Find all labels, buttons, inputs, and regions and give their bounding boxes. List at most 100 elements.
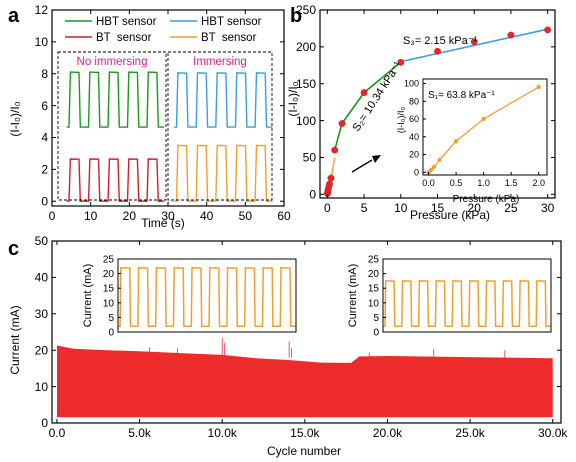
x-tick-label: 0 bbox=[324, 201, 331, 215]
x-tick-label: 25.0k bbox=[455, 426, 485, 440]
x-tick-label: 10 bbox=[394, 201, 408, 215]
y-tick-label: 25 bbox=[103, 255, 115, 266]
current-area bbox=[57, 345, 553, 418]
y-tick-label: 12 bbox=[35, 3, 49, 17]
panel-b-point bbox=[470, 38, 478, 46]
y-tick-label: 0 bbox=[373, 328, 379, 339]
panel-a-y-axis-label: (I-I₀)/I₀ bbox=[8, 101, 22, 136]
x-tick-label: 5 bbox=[361, 201, 368, 215]
current-spikes bbox=[149, 333, 506, 358]
y-tick-label: 4 bbox=[41, 131, 48, 145]
y-tick-label: 10 bbox=[35, 35, 49, 49]
inset-b-y-axis-label: (I-I₀)/I₀ bbox=[396, 107, 406, 134]
x-tick-label: 5.0k bbox=[128, 426, 152, 440]
x-tick-label: 0.0 bbox=[49, 426, 66, 440]
panel-c-y-axis-label: Current (mA) bbox=[8, 305, 22, 374]
x-tick-label: 20 bbox=[468, 201, 482, 215]
panel-b-point bbox=[360, 89, 368, 96]
panel-b-points bbox=[324, 26, 552, 197]
panel-a-series bbox=[66, 71, 273, 202]
y-tick-label: 40 bbox=[35, 271, 49, 285]
inset-b-point bbox=[429, 167, 434, 172]
inset-b-x-axis-label: Pressure (kPa) bbox=[453, 194, 520, 205]
annotation-s3: S₃= 2.15 kPa⁻¹ bbox=[403, 35, 478, 47]
y-tick-label: 6 bbox=[41, 99, 48, 113]
y-tick-label: 200 bbox=[296, 40, 316, 54]
y-tick-label: 60 bbox=[409, 114, 419, 124]
inset-b-point bbox=[453, 139, 459, 144]
y-tick-label: 0 bbox=[414, 167, 419, 177]
y-tick-label: 100 bbox=[296, 114, 316, 128]
panel-b-point bbox=[434, 47, 441, 55]
panel-b-point bbox=[507, 31, 515, 39]
inset-b-frame bbox=[422, 78, 548, 176]
inset-b-point bbox=[437, 157, 442, 162]
inset-c-y-axis-label: Current (mA) bbox=[347, 264, 359, 328]
legend-label-bt-red: BT sensor bbox=[96, 32, 152, 44]
x-tick-label: 15.0k bbox=[290, 426, 320, 440]
inset-c-line bbox=[118, 267, 296, 327]
panel-b-point bbox=[397, 58, 405, 66]
panel-b-fit-line bbox=[333, 61, 402, 151]
legend-label-bt-orange: BT sensor bbox=[201, 32, 257, 44]
x-tick-label: 25 bbox=[504, 201, 518, 215]
x-tick-label: 40 bbox=[200, 209, 214, 223]
panel-b-x-axis-label: Pressure (kPa) bbox=[410, 208, 490, 222]
x-tick-label: 1.5 bbox=[505, 178, 518, 188]
y-tick-label: 80 bbox=[409, 96, 419, 106]
panel-b-point bbox=[331, 146, 339, 154]
inset-b: 0.0 0.5 1.0 1.5 2.0 0 20 40 60 80 100 bbox=[404, 78, 548, 188]
y-tick-label: 0 bbox=[41, 416, 48, 430]
inset-b-point bbox=[431, 164, 437, 170]
arrow-line bbox=[351, 159, 373, 173]
y-tick-label: 15 bbox=[368, 284, 380, 295]
y-tick-label: 2 bbox=[41, 163, 48, 177]
annotation-s1: S₁= 63.8 kPa⁻¹ bbox=[428, 90, 495, 101]
panel-b-fit-line bbox=[400, 28, 548, 63]
inset-c-frame bbox=[117, 258, 297, 333]
y-tick-label: 10 bbox=[368, 298, 380, 309]
panel-b-point bbox=[338, 120, 346, 127]
panel-b-point bbox=[327, 174, 335, 182]
panel-c: 0.0 5.0k 10.0k 15.0k 20.0k 25.0k 30.0k 0 10 20 30 4… bbox=[8, 234, 568, 458]
panel-a-series-line bbox=[174, 144, 273, 202]
y-tick-label: 40 bbox=[409, 132, 419, 142]
box-no-immersing bbox=[57, 51, 167, 201]
y-tick-label: 100 bbox=[404, 79, 419, 89]
x-tick-label: 30 bbox=[541, 201, 555, 215]
y-tick-label: 250 bbox=[296, 3, 316, 17]
panel-b-point bbox=[326, 180, 333, 188]
panel-label-b: b bbox=[290, 5, 302, 27]
inset-c-frame bbox=[382, 258, 552, 333]
panel-b-point bbox=[544, 26, 552, 34]
inset-c-line bbox=[383, 280, 551, 327]
x-tick-label: 15 bbox=[431, 201, 445, 215]
legend-label-hbt-green: HBT sensor bbox=[96, 16, 157, 28]
y-tick-label: 10 bbox=[103, 298, 115, 309]
y-tick-label: 15 bbox=[103, 284, 115, 295]
y-tick-label: 20 bbox=[368, 269, 380, 280]
x-tick-label: 20.0k bbox=[373, 426, 403, 440]
x-tick-label: 60 bbox=[277, 209, 291, 223]
x-tick-label: 30.0k bbox=[538, 426, 568, 440]
x-tick-label: 10.0k bbox=[208, 426, 238, 440]
x-tick-label: 0 bbox=[49, 209, 56, 223]
inset-b-point bbox=[481, 116, 486, 122]
panel-a-x-axis-label: Time (s) bbox=[141, 216, 185, 230]
y-tick-label: 5 bbox=[373, 313, 379, 324]
x-tick-label: 10 bbox=[84, 209, 98, 223]
panel-a-legend: HBT sensor HBT sensor BT sensor BT senso… bbox=[65, 16, 262, 44]
annotation-no-immersing: No immersing bbox=[77, 56, 148, 68]
x-tick-label: 1.0 bbox=[477, 178, 490, 188]
y-tick-label: 0 bbox=[41, 194, 48, 208]
legend-label-hbt-blue: HBT sensor bbox=[201, 16, 262, 28]
annotation-immersing: Immersing bbox=[193, 56, 247, 68]
y-tick-label: 150 bbox=[296, 77, 316, 91]
x-tick-label: 2.0 bbox=[532, 178, 545, 188]
inset-b-background bbox=[421, 74, 550, 179]
panel-a: 0 10 20 30 40 50 60 0 2 4 6 8 10 12 HBT sensor HBT se… bbox=[8, 3, 291, 230]
inset-c-left: 0 5 10 15 20 25 Current (mA) bbox=[76, 255, 300, 339]
